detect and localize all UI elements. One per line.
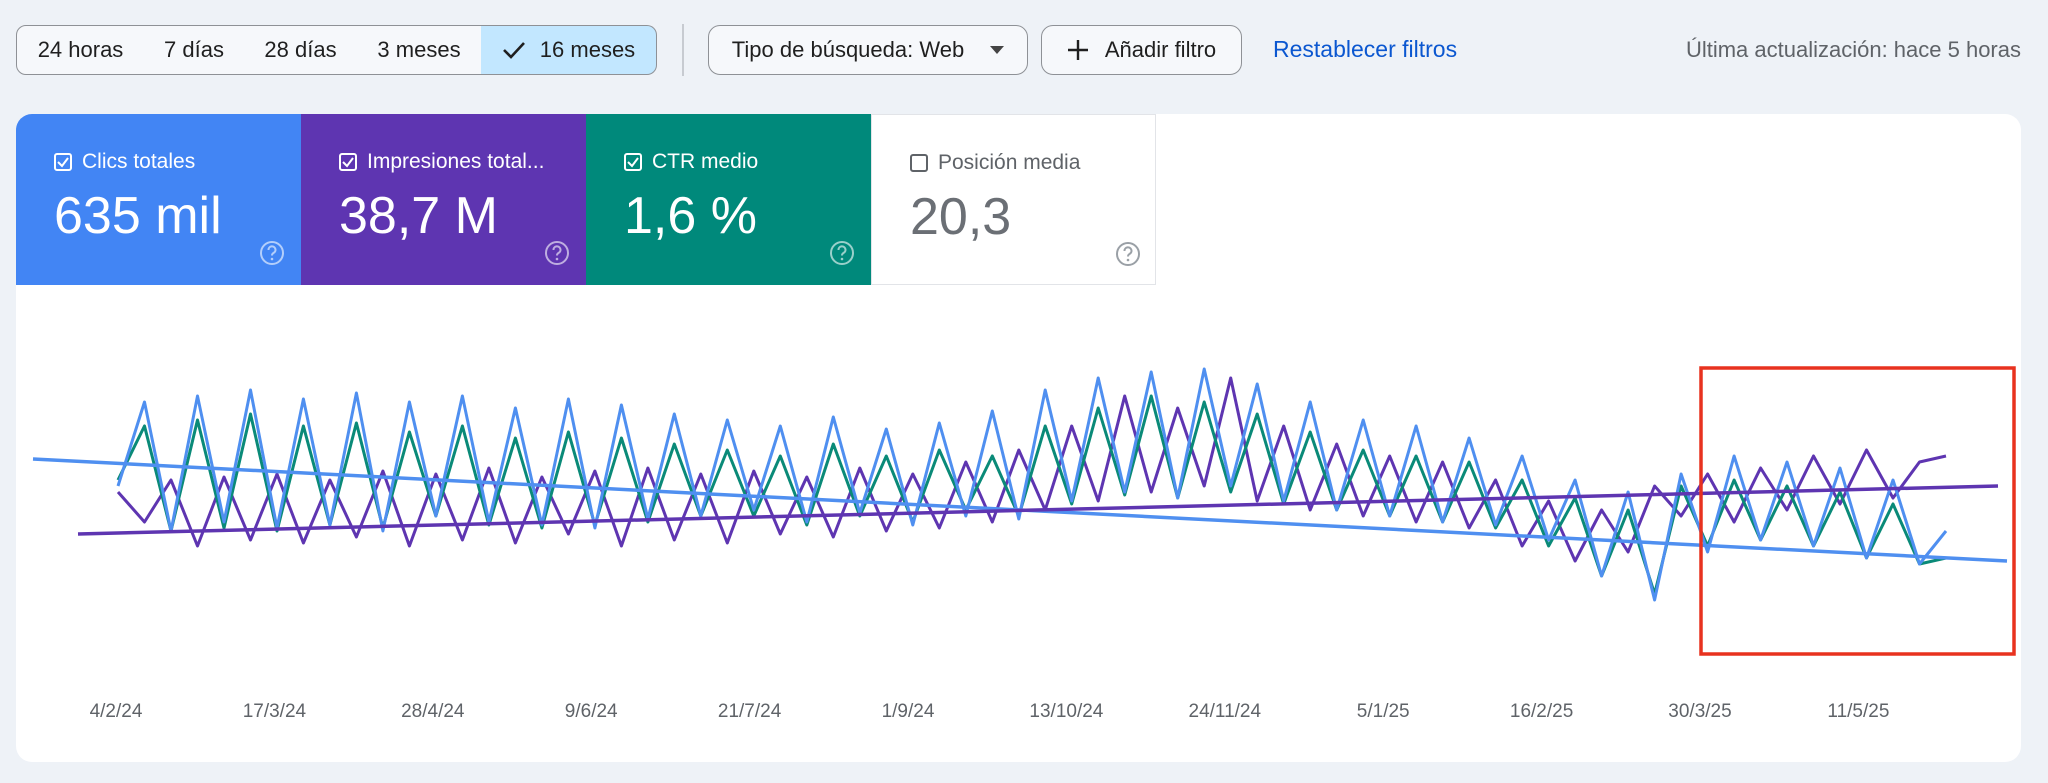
metric-tile[interactable]: Posición media 20,3 xyxy=(871,114,1156,285)
range-24h[interactable]: 24 horas xyxy=(16,25,145,75)
metric-label-row: Clics totales xyxy=(54,150,289,174)
metric-label: Impresiones total... xyxy=(367,150,545,173)
x-tick-label: 21/7/24 xyxy=(718,701,782,722)
x-tick-label: 30/3/25 xyxy=(1668,701,1731,722)
checkbox-checked[interactable] xyxy=(339,153,357,171)
checkbox-checked[interactable] xyxy=(624,153,642,171)
search-type-label: Tipo de búsqueda: Web xyxy=(731,37,965,62)
highlight-box xyxy=(1699,366,2016,656)
help-icon[interactable] xyxy=(829,240,855,266)
check-icon xyxy=(627,157,639,168)
check-icon xyxy=(342,157,354,168)
add-filter-button[interactable]: Añadir filtro xyxy=(1041,25,1242,75)
divider xyxy=(682,24,684,76)
metric-value: 635 mil xyxy=(54,187,222,245)
dropdown-arrow xyxy=(990,46,1005,54)
trend-line xyxy=(77,484,1999,536)
range-3m[interactable]: 3 meses xyxy=(357,25,482,75)
checkbox-unchecked[interactable] xyxy=(910,154,928,172)
series-line xyxy=(116,376,1947,563)
range-label: 16 meses xyxy=(539,37,636,62)
metric-value: 1,6 % xyxy=(624,187,757,245)
reset-filters-link[interactable]: Restablecer filtros xyxy=(1273,36,1458,62)
metric-label-row: CTR medio xyxy=(624,150,859,174)
x-tick-label: 28/4/24 xyxy=(401,701,465,722)
metric-label-row: Posición media xyxy=(910,151,1145,175)
help-icon[interactable] xyxy=(259,240,285,266)
help-icon[interactable] xyxy=(1115,241,1141,267)
x-tick-label: 4/2/24 xyxy=(90,701,143,722)
metric-label: Posición media xyxy=(938,151,1081,174)
x-tick-label: 13/10/24 xyxy=(1029,701,1103,722)
x-tick-label: 16/2/25 xyxy=(1510,701,1573,722)
check-icon xyxy=(57,157,69,168)
last-update: Última actualización: hace 5 horas xyxy=(1685,37,2021,62)
range-7d[interactable]: 7 días xyxy=(144,25,245,75)
metric-label: Clics totales xyxy=(82,150,196,173)
metric-tile[interactable]: CTR medio 1,6 % xyxy=(586,114,871,285)
plus-icon xyxy=(1067,40,1088,60)
x-tick-label: 5/1/25 xyxy=(1357,701,1410,722)
metric-value: 20,3 xyxy=(910,188,1012,246)
range-16m[interactable]: 16 meses xyxy=(481,25,657,75)
help-icon[interactable] xyxy=(544,240,570,266)
metric-value: 38,7 M xyxy=(339,187,498,245)
x-tick-label: 11/5/25 xyxy=(1827,701,1889,722)
x-tick-label: 17/3/24 xyxy=(243,701,307,722)
performance-card: Clics totales 635 mil Impresiones total.… xyxy=(16,114,2021,762)
metric-label-row: Impresiones total... xyxy=(339,150,574,174)
range-28d[interactable]: 28 días xyxy=(244,25,358,75)
x-tick-label: 24/11/24 xyxy=(1189,701,1262,722)
x-tick-label: 9/6/24 xyxy=(565,701,618,722)
metric-tile[interactable]: Clics totales 635 mil xyxy=(16,114,301,285)
search-type-dropdown[interactable]: Tipo de búsqueda: Web xyxy=(708,25,1028,75)
metric-label: CTR medio xyxy=(652,150,759,173)
metric-tile[interactable]: Impresiones total... 38,7 M xyxy=(301,114,586,285)
x-tick-label: 1/9/24 xyxy=(882,701,935,722)
series-line xyxy=(116,367,1948,602)
add-filter-label: Añadir filtro xyxy=(1104,37,1217,62)
checkbox-checked[interactable] xyxy=(54,153,72,171)
check-icon xyxy=(502,42,525,59)
